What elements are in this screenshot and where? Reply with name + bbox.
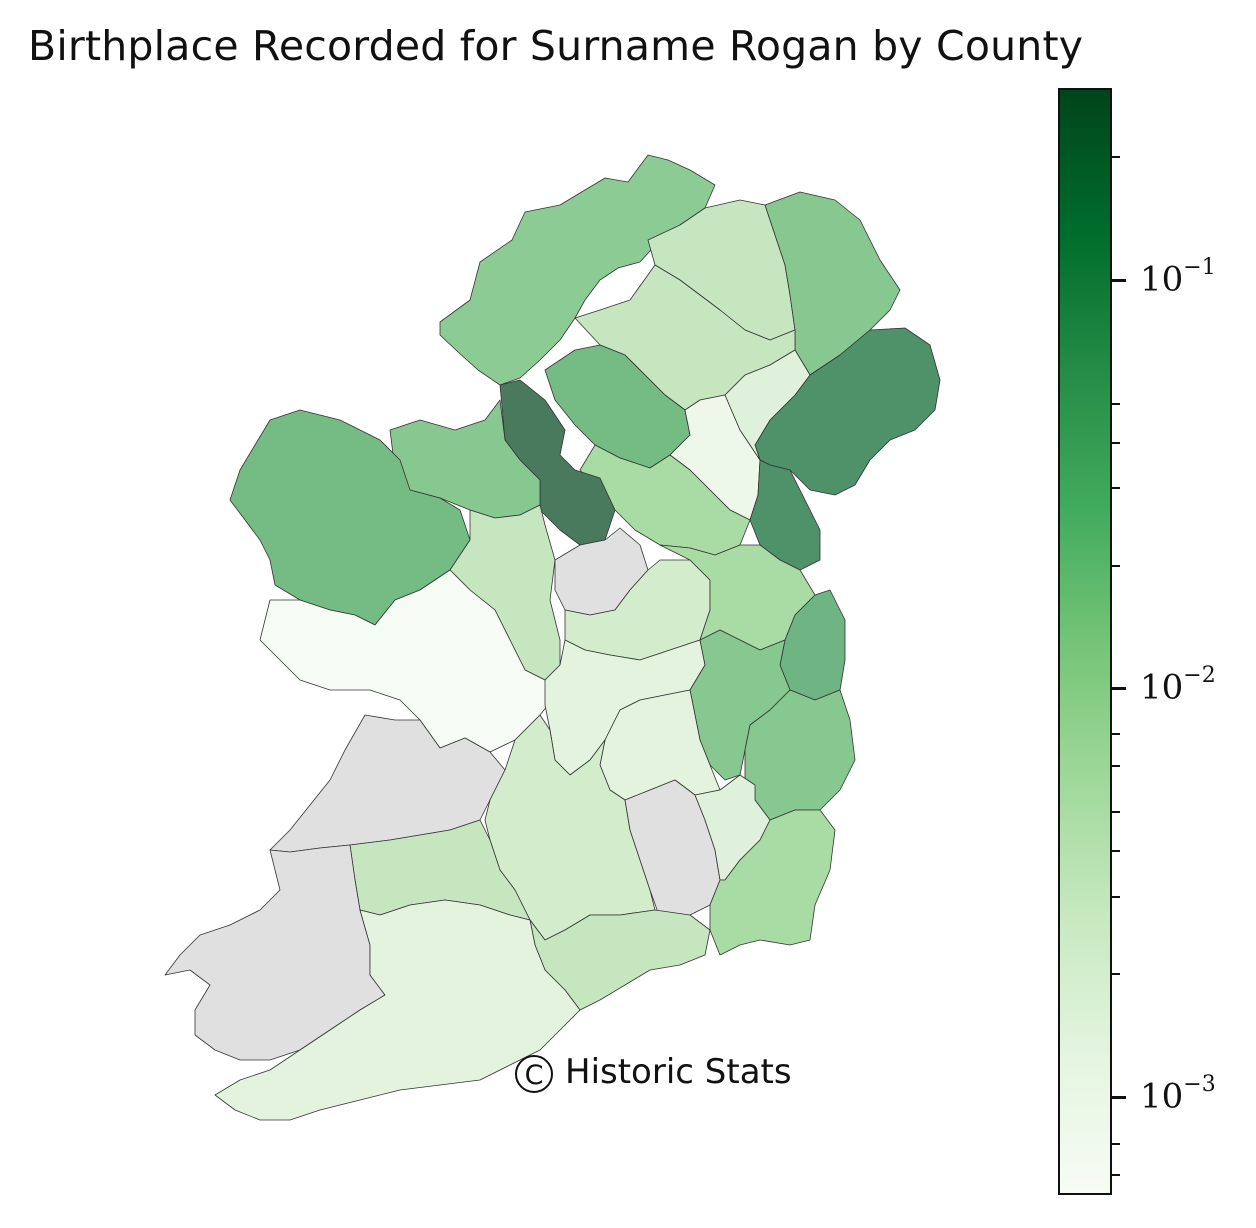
colorbar-minor-tick <box>1112 850 1120 852</box>
colorbar-minor-tick <box>1112 733 1120 735</box>
county-kerry[interactable] <box>164 844 386 1061</box>
colorbar-minor-tick <box>1112 565 1120 567</box>
colorbar-minor-tick <box>1112 403 1120 405</box>
colorbar-minor-tick <box>1112 765 1120 767</box>
watermark-text: Historic Stats <box>565 1052 792 1092</box>
colorbar-major-tick <box>1112 1096 1126 1099</box>
colorbar-tick-label: 10−2 <box>1140 663 1216 708</box>
copyright-icon: C <box>515 1054 553 1093</box>
colorbar <box>1058 88 1112 1195</box>
colorbar-minor-tick <box>1112 156 1120 158</box>
colorbar-tick-label: 10−1 <box>1140 255 1216 300</box>
county-monaghan[interactable] <box>724 349 811 461</box>
colorbar-major-tick <box>1112 687 1126 690</box>
colorbar-minor-tick <box>1112 896 1120 898</box>
county-cork[interactable] <box>214 899 581 1121</box>
watermark: C Historic Stats <box>515 1052 792 1093</box>
colorbar-minor-tick <box>1112 973 1120 975</box>
colorbar-minor-tick <box>1112 487 1120 489</box>
map-title: Birthplace Recorded for Surname Rogan by… <box>28 22 1084 70</box>
colorbar-minor-tick <box>1112 442 1120 444</box>
colorbar-tick-label: 10−3 <box>1140 1072 1216 1117</box>
county-wexford[interactable] <box>709 809 836 956</box>
colorbar-minor-tick <box>1112 811 1120 813</box>
colorbar-minor-tick <box>1112 1143 1120 1145</box>
colorbar-major-tick <box>1112 279 1126 282</box>
colorbar-minor-tick <box>1112 1174 1120 1176</box>
